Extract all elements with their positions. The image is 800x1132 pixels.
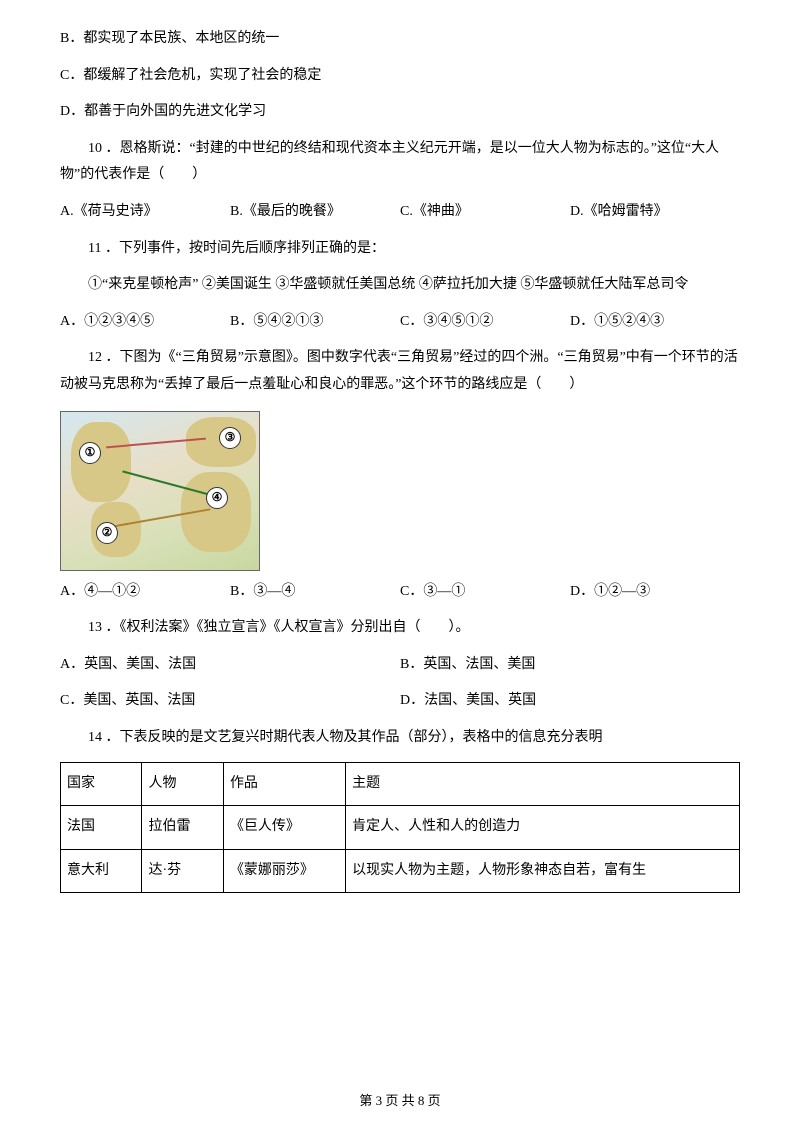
q13-opt-c: C．美国、英国、法国 [60, 688, 400, 715]
table-header: 作品 [223, 762, 345, 806]
q11-options: A．①②③④⑤ B．⑤④②①③ C．③④⑤①② D．①⑤②④③ [60, 309, 740, 336]
q11-opt-b: B．⑤④②①③ [230, 309, 400, 336]
map-circle-1: ① [79, 442, 101, 464]
q10-opt-b: B.《最后的晚餐》 [230, 199, 400, 226]
table-cell: 肯定人、人性和人的创造力 [346, 806, 740, 850]
q13-opt-b: B．英国、法国、美国 [400, 652, 740, 679]
q11-opt-d: D．①⑤②④③ [570, 309, 740, 336]
q11-opt-c: C．③④⑤①② [400, 309, 570, 336]
q12-opt-b: B．③—④ [230, 579, 400, 606]
q14-table: 国家 人物 作品 主题 法国 拉伯雷 《巨人传》 肯定人、人性和人的创造力 意大… [60, 762, 740, 894]
table-cell: 法国 [61, 806, 142, 850]
table-cell: 《蒙娜丽莎》 [223, 849, 345, 893]
q13-options-row2: C．美国、英国、法国 D．法国、美国、英国 [60, 688, 740, 715]
map-circle-4: ④ [206, 487, 228, 509]
table-header: 国家 [61, 762, 142, 806]
table-cell: 《巨人传》 [223, 806, 345, 850]
table-header: 人物 [142, 762, 223, 806]
q12-opt-d: D．①②—③ [570, 579, 740, 606]
q11-items-line: ①“来克星顿枪声” ②美国诞生 ③华盛顿就任美国总统 ④萨拉托加大捷 ⑤华盛顿就… [60, 272, 740, 299]
q12-options: A．④—①② B．③—④ C．③—① D．①②—③ [60, 579, 740, 606]
prev-option-b: B．都实现了本民族、本地区的统一 [60, 26, 740, 53]
table-row: 意大利 达·芬 《蒙娜丽莎》 以现实人物为主题，人物形象神态自若，富有生 [61, 849, 740, 893]
q11-opt-a: A．①②③④⑤ [60, 309, 230, 336]
q12-opt-c: C．③—① [400, 579, 570, 606]
q14-stem: 14 ．下表反映的是文艺复兴时期代表人物及其作品（部分），表格中的信息充分表明 [60, 725, 740, 752]
q10-opt-a: A.《荷马史诗》 [60, 199, 230, 226]
triangle-trade-map: ① ② ③ ④ [60, 411, 260, 571]
table-row: 法国 拉伯雷 《巨人传》 肯定人、人性和人的创造力 [61, 806, 740, 850]
q13-opt-d: D．法国、美国、英国 [400, 688, 740, 715]
map-circle-2: ② [96, 522, 118, 544]
table-cell: 意大利 [61, 849, 142, 893]
q13-options-row1: A．英国、美国、法国 B．英国、法国、美国 [60, 652, 740, 679]
q10-options: A.《荷马史诗》 B.《最后的晚餐》 C.《神曲》 D.《哈姆雷特》 [60, 199, 740, 226]
table-cell: 达·芬 [142, 849, 223, 893]
q13-opt-a: A．英国、美国、法国 [60, 652, 400, 679]
page-footer: 第 3 页 共 8 页 [0, 1089, 800, 1114]
table-header-row: 国家 人物 作品 主题 [61, 762, 740, 806]
prev-option-d: D．都善于向外国的先进文化学习 [60, 99, 740, 126]
q11-stem: 11 ．下列事件，按时间先后顺序排列正确的是： [60, 236, 740, 263]
q10-opt-c: C.《神曲》 [400, 199, 570, 226]
q12-opt-a: A．④—①② [60, 579, 230, 606]
table-cell: 以现实人物为主题，人物形象神态自若，富有生 [346, 849, 740, 893]
prev-option-c: C．都缓解了社会危机，实现了社会的稳定 [60, 63, 740, 90]
table-cell: 拉伯雷 [142, 806, 223, 850]
q12-stem: 12 ．下图为《“三角贸易”示意图》。图中数字代表“三角贸易”经过的四个洲。“三… [60, 345, 740, 398]
q10-opt-d: D.《哈姆雷特》 [570, 199, 740, 226]
map-circle-3: ③ [219, 427, 241, 449]
q10-stem: 10 ．恩格斯说：“封建的中世纪的终结和现代资本主义纪元开端，是以一位大人物为标… [60, 136, 740, 189]
q13-stem: 13 ．《权利法案》《独立宣言》《人权宣言》分别出自（ ）。 [60, 615, 740, 642]
table-header: 主题 [346, 762, 740, 806]
